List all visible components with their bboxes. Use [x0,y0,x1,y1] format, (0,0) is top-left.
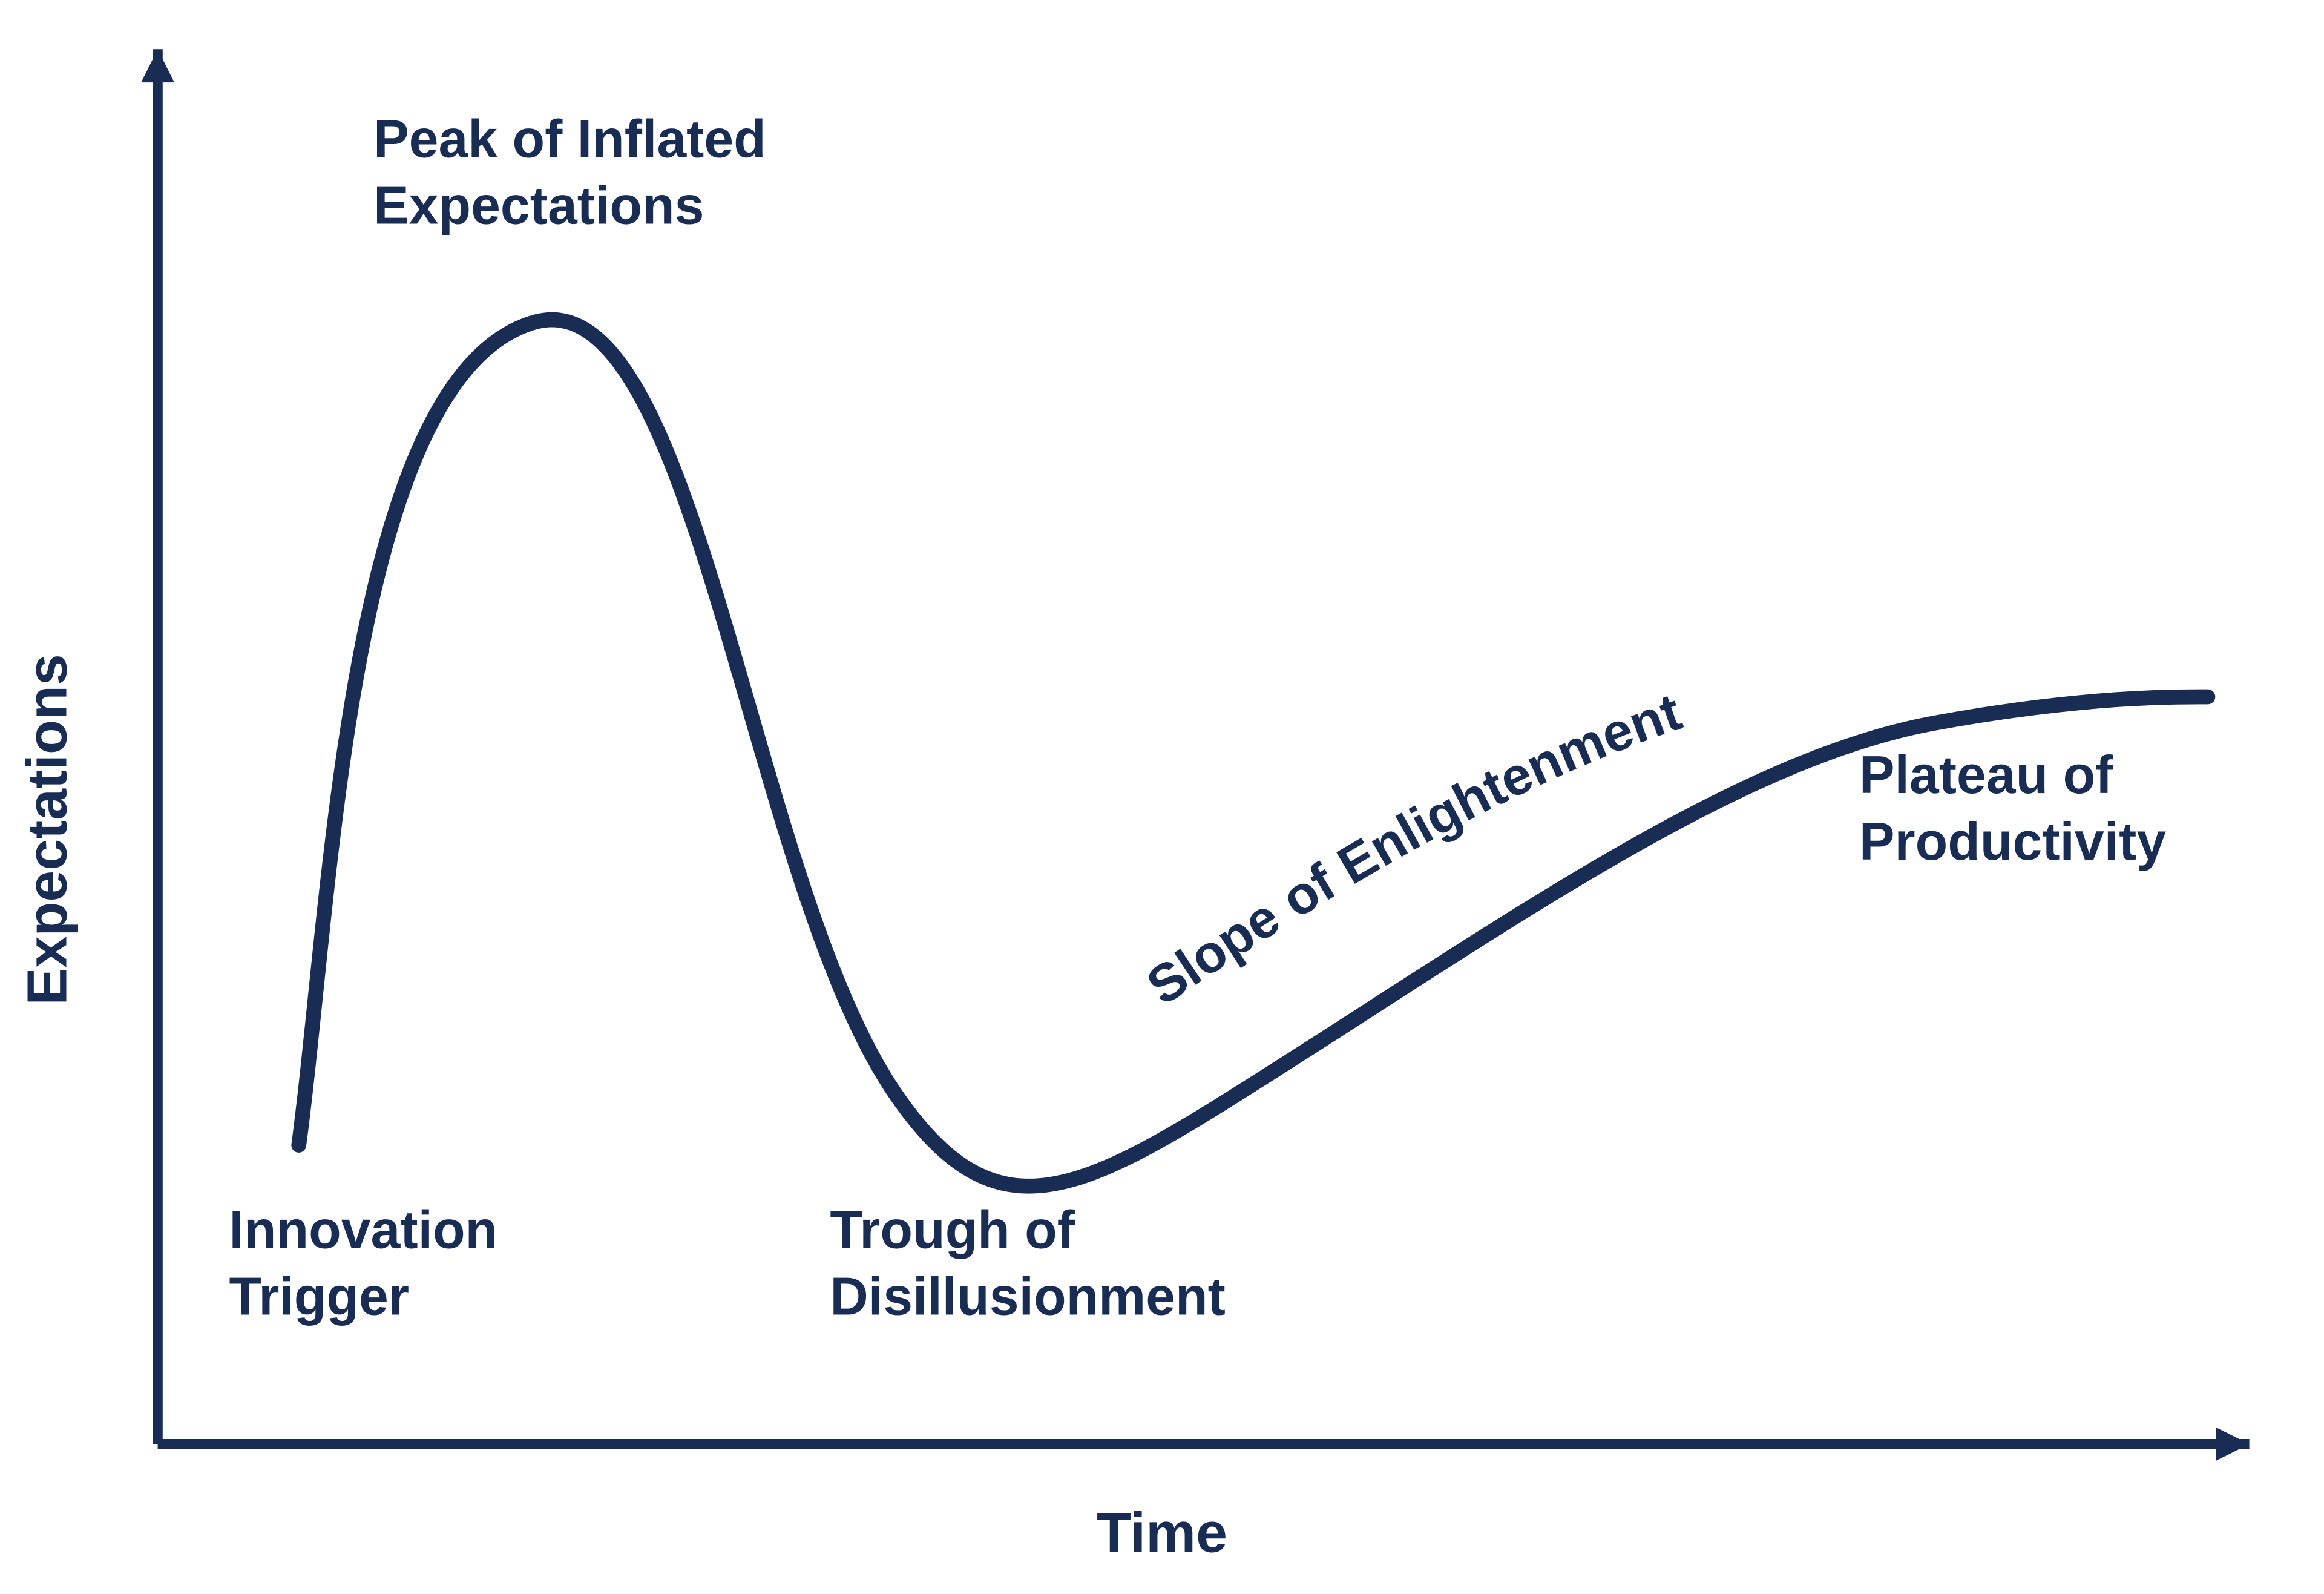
x-axis-label: Time [1097,1501,1227,1564]
hype-cycle-svg: Expectations Time Innovation Trigger Pea… [0,0,2324,1594]
y-axis-label: Expectations [16,654,79,1006]
hype-cycle-chart: Expectations Time Innovation Trigger Pea… [0,0,2324,1594]
